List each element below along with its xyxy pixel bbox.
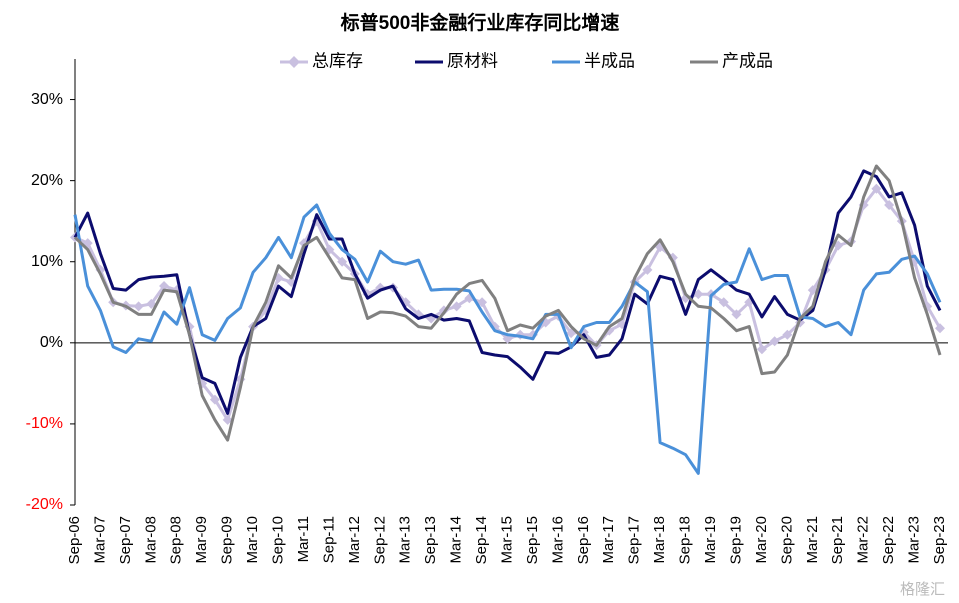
point-marker (222, 414, 233, 425)
x-tick-label: Sep-09 (219, 516, 236, 564)
point-marker (209, 394, 220, 405)
x-tick-label: Sep-07 (117, 516, 134, 564)
y-tick-label: 30% (31, 91, 63, 108)
x-tick-label: Sep-10 (269, 516, 286, 564)
x-tick-label: Mar-14 (448, 516, 465, 564)
x-tick-label: Sep-19 (727, 516, 744, 564)
point-marker (642, 264, 653, 275)
y-tick-label: 0% (40, 334, 63, 351)
point-marker (133, 301, 144, 312)
x-tick-label: Sep-08 (168, 516, 185, 564)
x-tick-label: Mar-07 (91, 516, 108, 564)
chart-title: 标普500非金融行业库存同比增速 (341, 11, 620, 34)
watermark: 格隆汇 (900, 581, 945, 598)
point-marker (871, 183, 882, 194)
point-marker (782, 329, 793, 340)
x-tick-label: Sep-20 (778, 516, 795, 564)
point-marker (718, 297, 729, 308)
x-tick-label: Sep-11 (320, 516, 337, 563)
x-tick-label: Sep-17 (626, 516, 643, 564)
x-tick-label: Mar-15 (498, 516, 515, 564)
point-marker (935, 323, 945, 334)
x-tick-label: Mar-21 (804, 516, 821, 564)
x-tick-label: Sep-16 (575, 516, 592, 564)
y-tick-label: 10% (31, 253, 63, 270)
y-tick-label: -10% (26, 415, 63, 432)
x-tick-label: Mar-11 (295, 516, 312, 562)
point-marker (159, 281, 170, 292)
x-tick-label: Sep-12 (371, 516, 388, 564)
point-marker (477, 297, 488, 308)
legend-marker (288, 56, 300, 68)
y-tick-label: -20% (26, 496, 63, 513)
x-tick-label: Sep-23 (931, 516, 948, 564)
legend-label: 总库存 (312, 51, 363, 70)
x-tick-label: Sep-15 (524, 516, 541, 564)
point-marker (731, 309, 742, 320)
legend-label: 半成品 (584, 51, 635, 70)
x-tick-label: Mar-19 (702, 516, 719, 564)
point-marker (769, 336, 780, 347)
series-line (73, 203, 942, 475)
series-line (73, 164, 942, 442)
x-tick-label: Mar-12 (346, 516, 363, 564)
x-tick-label: Mar-22 (855, 516, 872, 564)
x-tick-label: Sep-21 (829, 516, 846, 564)
y-tick-label: 20% (31, 172, 63, 189)
x-tick-label: Mar-18 (651, 516, 668, 564)
x-tick-label: Mar-09 (193, 516, 210, 564)
x-tick-label: Mar-17 (600, 516, 617, 564)
point-marker (337, 256, 348, 267)
x-tick-label: Mar-20 (753, 516, 770, 564)
point-marker (693, 289, 704, 300)
legend-label: 产成品 (722, 51, 773, 70)
point-marker (451, 301, 462, 312)
x-tick-label: Mar-16 (549, 516, 566, 564)
x-tick-label: Mar-08 (142, 516, 159, 564)
point-marker (884, 199, 895, 210)
series-line (73, 169, 942, 415)
x-tick-label: Sep-13 (422, 516, 439, 564)
x-tick-label: Mar-10 (244, 516, 261, 564)
x-tick-label: Sep-22 (880, 516, 897, 564)
x-tick-label: Sep-14 (473, 516, 490, 564)
x-tick-label: Sep-06 (66, 516, 83, 564)
point-marker (756, 344, 767, 355)
x-tick-label: Mar-23 (906, 516, 923, 564)
legend-label: 原材料 (447, 51, 498, 70)
x-tick-label: Sep-18 (677, 516, 694, 564)
x-tick-label: Mar-13 (397, 516, 414, 564)
